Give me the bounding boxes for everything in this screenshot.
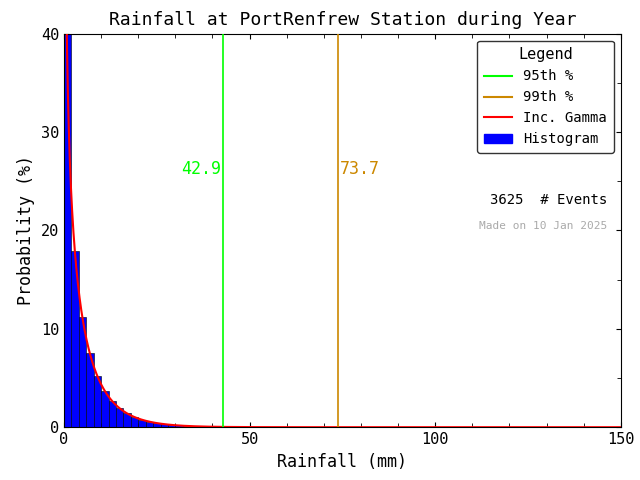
- Bar: [72, 252, 79, 427]
- Bar: [64, 0, 72, 427]
- Legend: 95th %, 99th %, Inc. Gamma, Histogram: 95th %, 99th %, Inc. Gamma, Histogram: [477, 40, 614, 153]
- Bar: [109, 401, 116, 427]
- Bar: [131, 417, 138, 427]
- Bar: [168, 425, 175, 427]
- Bar: [116, 408, 124, 427]
- Text: Made on 10 Jan 2025: Made on 10 Jan 2025: [479, 221, 607, 230]
- Bar: [124, 413, 131, 427]
- Bar: [175, 425, 183, 427]
- Bar: [161, 424, 168, 427]
- Text: 42.9: 42.9: [181, 160, 221, 179]
- Bar: [146, 421, 153, 427]
- Bar: [79, 317, 86, 427]
- Text: 73.7: 73.7: [339, 160, 380, 179]
- Title: Rainfall at PortRenfrew Station during Year: Rainfall at PortRenfrew Station during Y…: [109, 11, 576, 29]
- Bar: [101, 391, 109, 427]
- Bar: [138, 420, 146, 427]
- Bar: [93, 376, 101, 427]
- Y-axis label: Probability (%): Probability (%): [17, 156, 35, 305]
- Bar: [153, 423, 161, 427]
- Text: 3625  # Events: 3625 # Events: [490, 193, 607, 207]
- X-axis label: Rainfall (mm): Rainfall (mm): [277, 453, 408, 470]
- Bar: [183, 426, 190, 427]
- Bar: [86, 353, 93, 427]
- Bar: [190, 426, 198, 427]
